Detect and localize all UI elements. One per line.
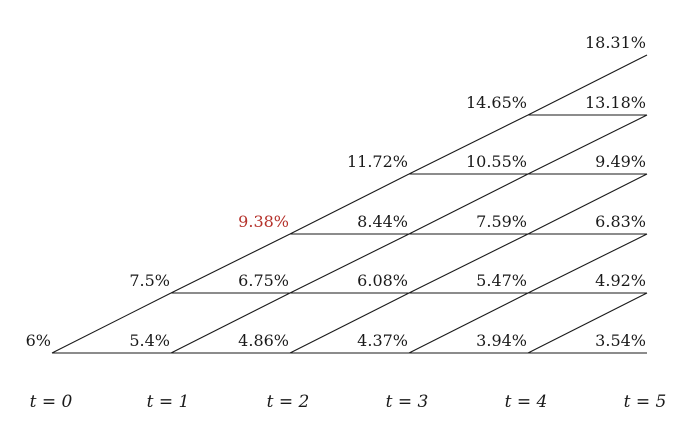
rate-node-t3-0: 4.37%: [357, 331, 408, 350]
rate-node-t2-1: 6.75%: [238, 271, 289, 290]
rate-node-t4-4: 14.65%: [466, 93, 527, 112]
time-step-label-0: t = 0: [30, 392, 73, 412]
rate-node-t2-0: 4.86%: [238, 331, 289, 350]
edge-up-4-1: [527, 233, 648, 294]
rate-node-t3-3: 11.72%: [347, 152, 408, 171]
edge-up-1-1: [170, 233, 291, 294]
rate-node-t1-1: 7.5%: [129, 271, 170, 290]
edge-up-4-4: [527, 54, 648, 116]
edge-up-3-3: [408, 114, 529, 175]
rate-node-t5-1: 4.92%: [595, 271, 646, 290]
edge-up-2-1: [289, 233, 410, 294]
edge-up-2-0: [289, 292, 410, 354]
edge-up-2-2: [289, 173, 410, 235]
rate-node-t5-4: 13.18%: [585, 93, 646, 112]
edge-up-4-3: [527, 114, 648, 175]
rate-node-t0-0: 6%: [26, 331, 51, 350]
rate-node-t1-0: 5.4%: [129, 331, 170, 350]
rate-node-t3-2: 8.44%: [357, 212, 408, 231]
edge-up-4-0: [527, 292, 648, 354]
time-step-label-1: t = 1: [147, 392, 190, 412]
rate-labels: 6% 5.4% 7.5% 4.86% 6.75% 9.38% 4.37% 6.08% 8.44%…: [26, 33, 646, 350]
time-axis: t = 0 t = 1 t = 2 t = 3 t = 4 t = 5: [30, 392, 667, 412]
edge-up-3-1: [408, 233, 529, 294]
rate-node-t5-3: 9.49%: [595, 152, 646, 171]
rate-node-t4-0: 3.94%: [476, 331, 527, 350]
rate-node-t5-2: 6.83%: [595, 212, 646, 231]
rate-node-t5-5: 18.31%: [585, 33, 646, 52]
rate-node-t4-2: 7.59%: [476, 212, 527, 231]
edge-up-4-2: [527, 173, 648, 235]
rate-node-t2-2: 9.38%: [238, 212, 289, 231]
time-step-label-2: t = 2: [267, 392, 310, 412]
rate-node-t4-1: 5.47%: [476, 271, 527, 290]
tree-edges: [51, 54, 648, 354]
time-step-label-5: t = 5: [624, 392, 667, 412]
rate-node-t4-3: 10.55%: [466, 152, 527, 171]
edge-up-3-0: [408, 292, 529, 354]
rate-node-t3-1: 6.08%: [357, 271, 408, 290]
time-step-label-3: t = 3: [386, 392, 429, 412]
rate-node-t5-0: 3.54%: [595, 331, 646, 350]
time-step-label-4: t = 4: [505, 392, 548, 412]
edge-up-3-2: [408, 173, 529, 235]
edge-up-1-0: [170, 292, 291, 354]
edge-up-0-0: [51, 292, 172, 354]
